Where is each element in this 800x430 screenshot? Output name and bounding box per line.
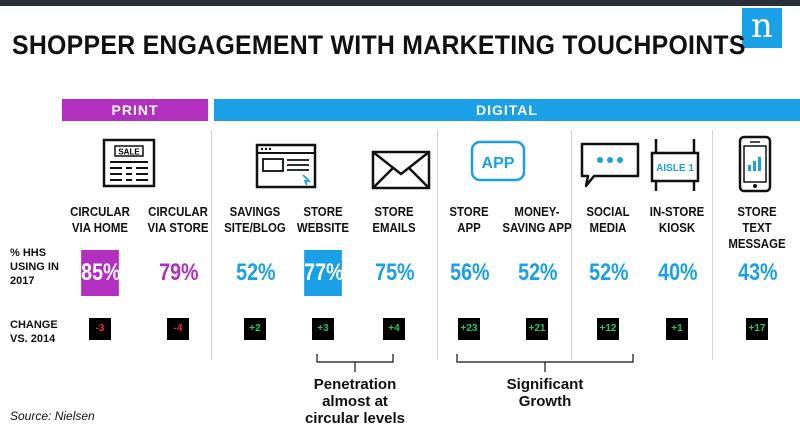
growth-bracket xyxy=(456,354,634,372)
pct-value: 52% xyxy=(518,259,558,286)
aisle-sign-icon: AISLE 1 xyxy=(650,139,700,191)
row-label-change: CHANGE VS. 2014 xyxy=(10,319,58,345)
pct-value: 79% xyxy=(159,259,199,286)
change-value: +1 xyxy=(666,318,688,340)
divider xyxy=(211,130,212,360)
pct-value: 52% xyxy=(589,259,629,286)
growth-callout: Significant Growth xyxy=(506,376,584,410)
app-text: APP xyxy=(482,155,515,172)
pct-value: 52% xyxy=(236,259,276,286)
column-label: CIRCULAR VIA STORE xyxy=(147,204,209,235)
column-label: STORE APP xyxy=(449,204,489,235)
newspaper-icon: SALE xyxy=(102,138,156,188)
column-label: SAVINGS SITE/BLOG xyxy=(224,204,286,235)
divider xyxy=(712,130,713,360)
divider xyxy=(571,130,572,360)
change-value: +2 xyxy=(244,318,266,340)
pct-value: 77% xyxy=(304,250,344,296)
pct-value: 56% xyxy=(450,259,490,286)
browser-window-icon xyxy=(255,143,317,189)
change-value: +17 xyxy=(746,318,768,340)
chart-title: SHOPPER ENGAGEMENT WITH MARKETING TOUCHP… xyxy=(12,30,746,60)
column-label: SOCIAL MEDIA xyxy=(586,204,630,235)
top-bar xyxy=(0,0,800,6)
change-value: -3 xyxy=(89,318,111,340)
aisle-text: AISLE 1 xyxy=(656,163,694,174)
divider xyxy=(437,130,438,360)
column-label: IN-STORE KIOSK xyxy=(649,204,705,235)
column-label: MONEY- SAVING APP xyxy=(502,204,572,235)
print-group-header: PRINT xyxy=(62,99,208,121)
pct-value: 43% xyxy=(738,259,778,286)
column-label: CIRCULAR VIA HOME xyxy=(70,204,130,235)
change-value: +23 xyxy=(458,318,480,340)
column-label: STORE EMAILS xyxy=(372,204,416,235)
digital-group-header: DIGITAL xyxy=(214,99,800,121)
change-value: +3 xyxy=(312,318,334,340)
pct-value: 75% xyxy=(375,259,415,286)
source-note: Source: Nielsen xyxy=(10,409,95,423)
smartphone-icon xyxy=(738,135,772,193)
row-label-pct: % HHS USING IN 2017 xyxy=(10,247,59,287)
nielsen-logo: n xyxy=(742,8,782,48)
change-value: +4 xyxy=(383,318,405,340)
column-label: STORE WEBSITE xyxy=(296,204,350,235)
pct-value: 40% xyxy=(658,259,698,286)
envelope-icon xyxy=(371,150,431,190)
pct-value: 85% xyxy=(81,250,121,296)
change-value: +21 xyxy=(526,318,548,340)
chat-bubble-icon xyxy=(580,142,640,188)
app-icon: APP xyxy=(470,140,526,182)
change-value: +12 xyxy=(597,318,619,340)
change-value: -4 xyxy=(167,318,189,340)
penetration-bracket xyxy=(316,354,394,372)
column-label: STORE TEXT MESSAGE xyxy=(728,204,786,251)
penetration-callout: Penetration almost at circular levels xyxy=(304,376,406,427)
sale-text: SALE xyxy=(118,148,140,157)
